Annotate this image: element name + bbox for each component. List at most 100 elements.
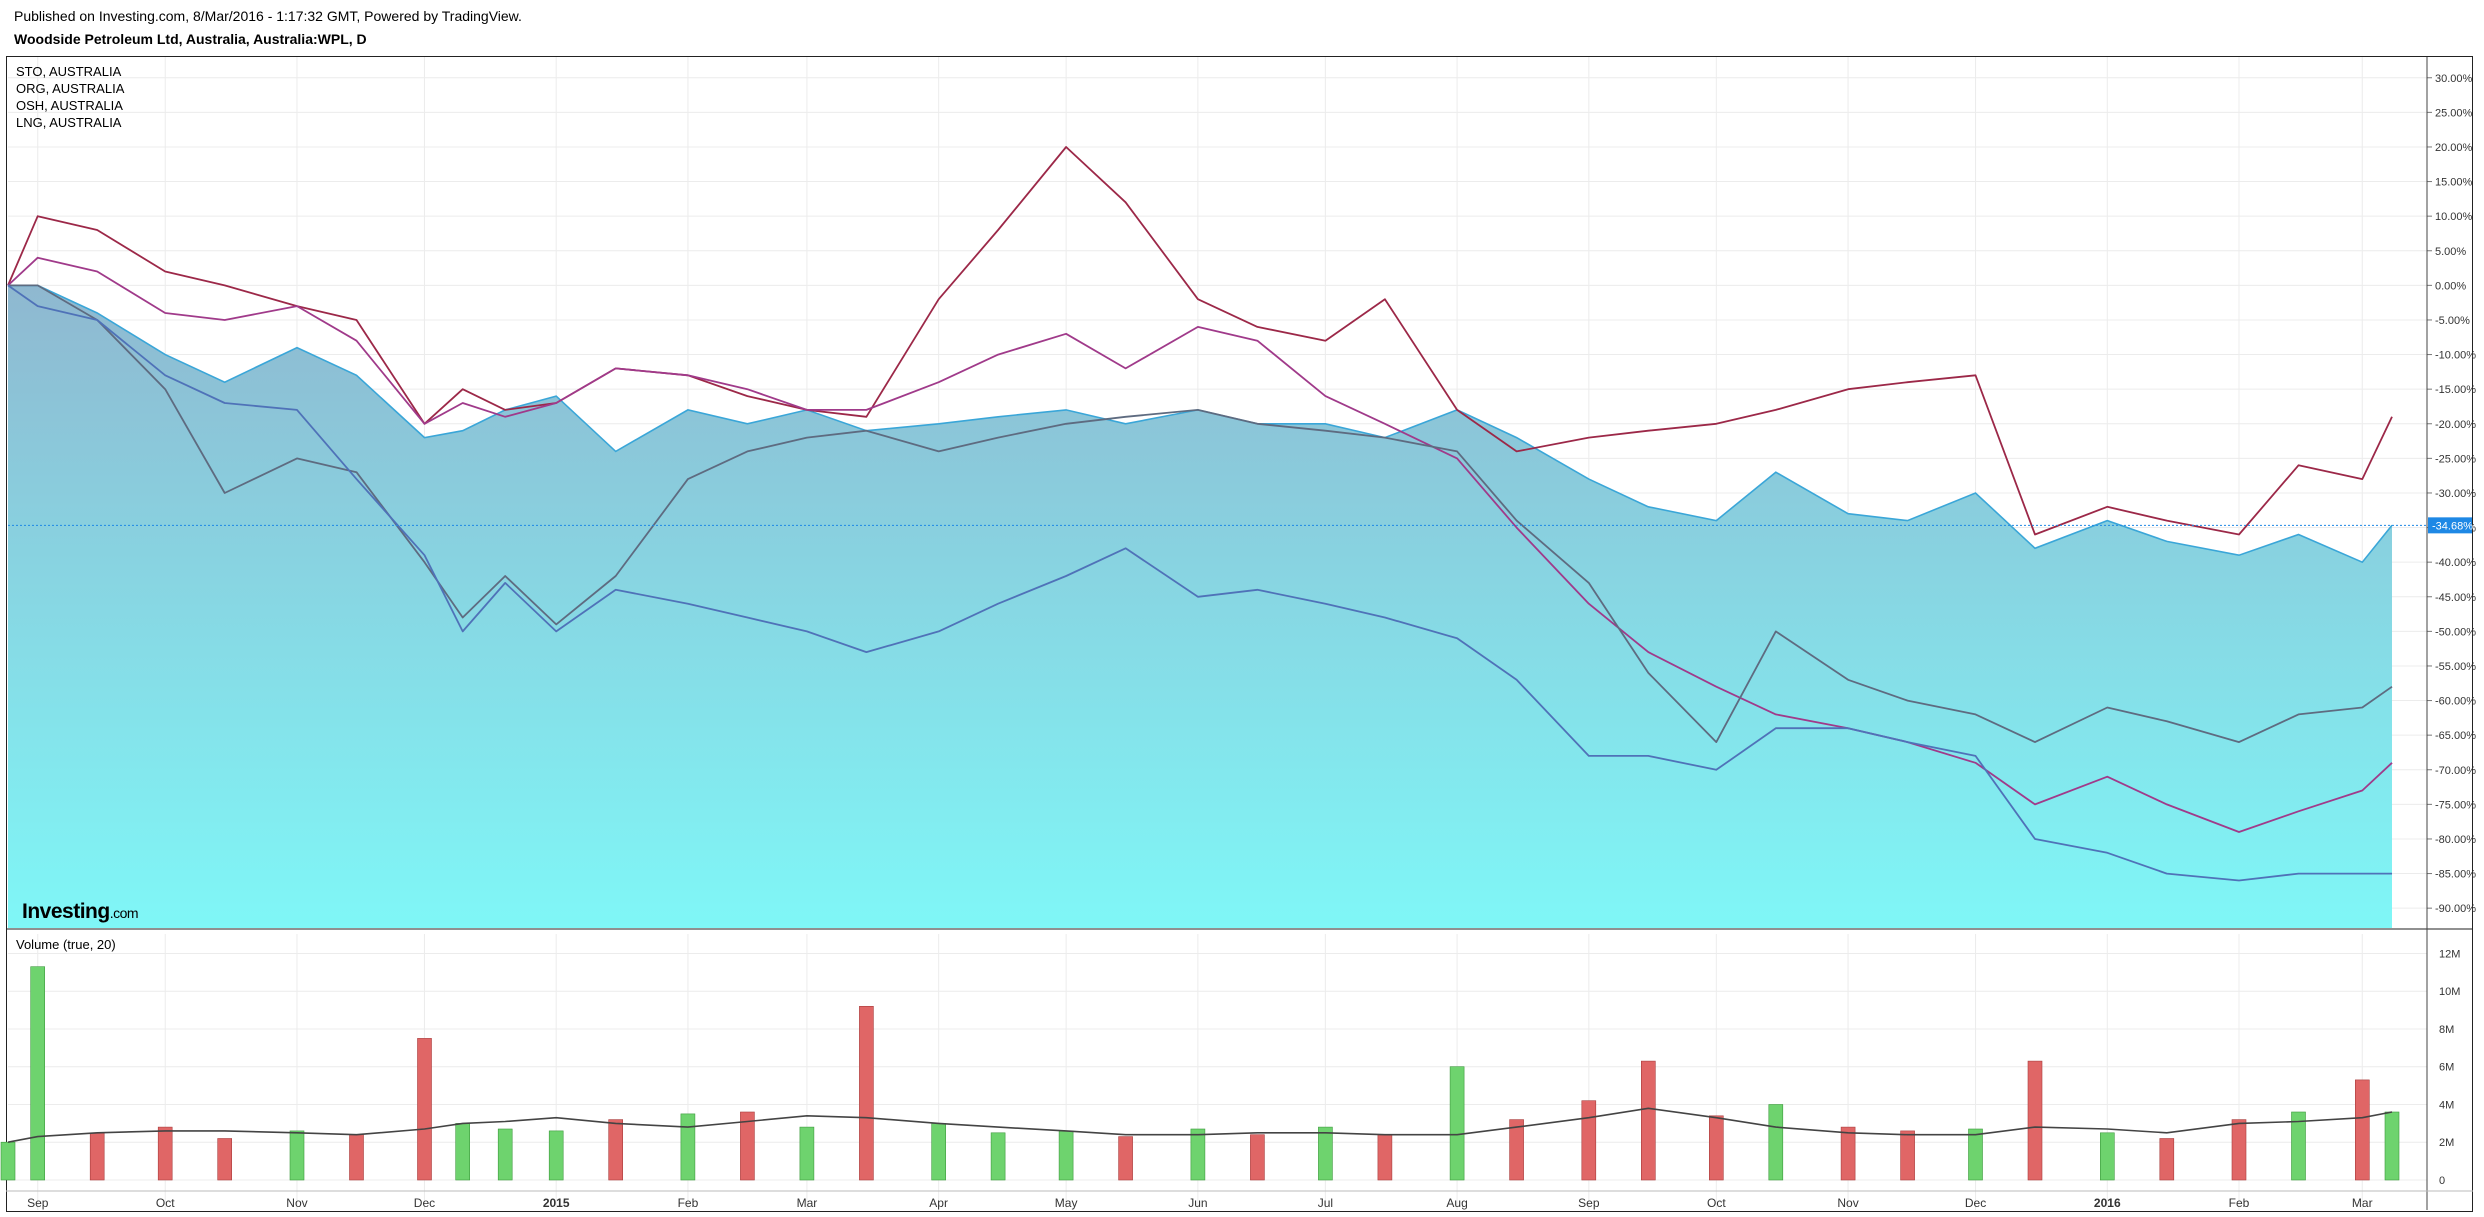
volume-tick-label: 8M: [2439, 1024, 2454, 1036]
volume-bar: [1449, 1066, 1465, 1181]
y-tick-label: -70.00%: [2435, 765, 2476, 777]
y-tick-label: -45.00%: [2435, 592, 2476, 604]
volume-bar: [2291, 1111, 2306, 1181]
legend-item-osh: OSH, AUSTRALIA: [16, 98, 123, 113]
y-tick-label: -90.00%: [2435, 903, 2476, 915]
x-tick-label: Jul: [1318, 1196, 1333, 1210]
volume-bar: [0, 1141, 16, 1181]
x-tick-label: Sep: [1578, 1196, 1600, 1210]
x-tick-label: Oct: [1707, 1196, 1726, 1210]
y-tick-label: -60.00%: [2435, 696, 2476, 708]
volume-bar: [1250, 1134, 1265, 1181]
logo-name: Investing: [22, 900, 110, 923]
x-tick-label: 2016: [2094, 1196, 2121, 1210]
volume-bar: [799, 1126, 815, 1181]
lng-line: [7, 284, 2392, 882]
y-tick-label: 10.00%: [2435, 211, 2473, 223]
volume-bar: [1190, 1128, 1206, 1181]
volume-bar: [417, 1038, 432, 1181]
volume-bar: [608, 1119, 624, 1181]
y-tick-label: 0.00%: [2435, 280, 2466, 292]
volume-bar: [680, 1113, 696, 1181]
volume-bar: [157, 1126, 173, 1181]
y-tick-label: -50.00%: [2435, 626, 2476, 638]
y-tick-label: 20.00%: [2435, 142, 2473, 154]
volume-tick-label: 6M: [2439, 1062, 2454, 1074]
y-tick-label: -25.00%: [2435, 453, 2476, 465]
y-tick-label: -30.00%: [2435, 488, 2476, 500]
volume-bar: [2384, 1111, 2400, 1181]
legend-item-sto: STO, AUSTRALIA: [16, 64, 122, 79]
volume-bar: [497, 1128, 513, 1181]
y-tick-label: -40.00%: [2435, 557, 2476, 569]
volume-bar: [990, 1132, 1006, 1181]
volume-bar: [1900, 1130, 1915, 1181]
volume-bar: [1118, 1136, 1133, 1181]
volume-bar: [1581, 1100, 1597, 1181]
y-tick-label: -15.00%: [2435, 384, 2476, 396]
legend-item-lng: LNG, AUSTRALIA: [16, 115, 122, 130]
y-tick-label: -10.00%: [2435, 350, 2476, 362]
volume-bar: [289, 1130, 305, 1181]
x-tick-label: Oct: [156, 1196, 175, 1210]
x-tick-label: Apr: [929, 1196, 948, 1210]
volume-bar: [859, 1005, 874, 1181]
logo-suffix: .com: [109, 905, 139, 921]
volume-bar: [89, 1132, 105, 1181]
volume-ma-line: [7, 1107, 2393, 1143]
volume-bar: [2355, 1079, 2370, 1181]
x-tick-label: Mar: [2352, 1196, 2373, 1210]
x-tick-label: Aug: [1446, 1196, 1467, 1210]
x-tick-label: Dec: [1965, 1196, 1986, 1210]
x-tick-label: Sep: [27, 1196, 49, 1210]
y-tick-label: -20.00%: [2435, 419, 2476, 431]
x-tick-label: Nov: [1837, 1196, 1858, 1210]
legend-item-org: ORG, AUSTRALIA: [16, 81, 125, 96]
y-tick-label: -5.00%: [2435, 315, 2470, 327]
volume-bar: [217, 1138, 232, 1181]
y-tick-label: -75.00%: [2435, 799, 2476, 811]
volume-title: Volume (true, 20): [16, 937, 116, 952]
volume-bar: [1840, 1126, 1856, 1181]
y-tick-label: -65.00%: [2435, 730, 2476, 742]
volume-tick-label: 12M: [2439, 948, 2460, 960]
x-tick-label: Mar: [797, 1196, 818, 1210]
volume-tick-label: 0: [2439, 1175, 2445, 1187]
volume-bar: [740, 1111, 755, 1181]
wpl-area: [8, 285, 2392, 928]
y-tick-label: -85.00%: [2435, 869, 2476, 881]
volume-tick-label: 10M: [2439, 986, 2460, 998]
volume-bar: [548, 1130, 564, 1181]
x-tick-label: Feb: [2229, 1196, 2250, 1210]
y-tick-label: 30.00%: [2435, 73, 2473, 85]
investing-logo: Investing.com: [22, 900, 139, 924]
volume-bar: [30, 966, 46, 1181]
volume-bar: [931, 1123, 947, 1181]
volume-tick-label: 4M: [2439, 1099, 2454, 1111]
x-tick-label: Jun: [1188, 1196, 1207, 1210]
y-tick-label: 5.00%: [2435, 246, 2466, 258]
volume-bar: [1968, 1128, 1983, 1181]
current-value-badge: [2428, 517, 2472, 534]
sto-line: [7, 146, 2393, 536]
x-tick-label: Dec: [414, 1196, 435, 1210]
volume-bar: [1709, 1115, 1724, 1181]
volume-bar: [1318, 1126, 1333, 1181]
volume-bar: [1058, 1130, 1074, 1181]
x-tick-label: May: [1055, 1196, 1078, 1210]
x-tick-label: Feb: [678, 1196, 699, 1210]
x-tick-label: 2015: [543, 1196, 570, 1210]
x-tick-label: Nov: [286, 1196, 307, 1210]
volume-bar: [2159, 1138, 2175, 1181]
chart-frame: [6, 56, 2473, 1212]
volume-bar: [349, 1134, 364, 1181]
org-line: [7, 256, 2393, 833]
volume-bar: [1768, 1104, 1784, 1181]
y-tick-label: -80.00%: [2435, 834, 2476, 846]
volume-bar: [2100, 1132, 2115, 1181]
chart-title: Woodside Petroleum Ltd, Australia, Austr…: [14, 31, 367, 47]
y-tick-label: -55.00%: [2435, 661, 2476, 673]
volume-bar: [455, 1123, 471, 1181]
volume-bar: [1377, 1134, 1393, 1181]
